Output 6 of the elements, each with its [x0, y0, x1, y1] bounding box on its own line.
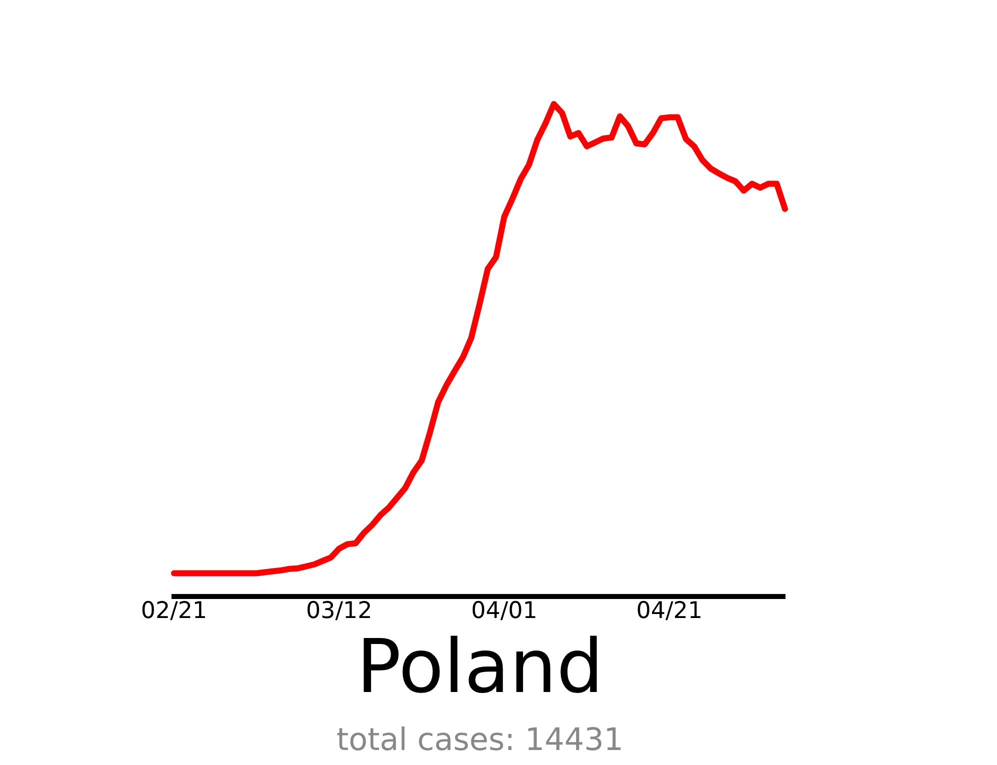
x-tick-label: 03/12 — [306, 598, 372, 624]
x-tick-label: 04/01 — [471, 598, 538, 624]
x-tick-label: 04/21 — [636, 598, 703, 624]
x-tick-label: 02/21 — [140, 598, 208, 624]
text: total cases: 14431 — [335, 721, 625, 760]
text: Poland — [356, 624, 604, 710]
